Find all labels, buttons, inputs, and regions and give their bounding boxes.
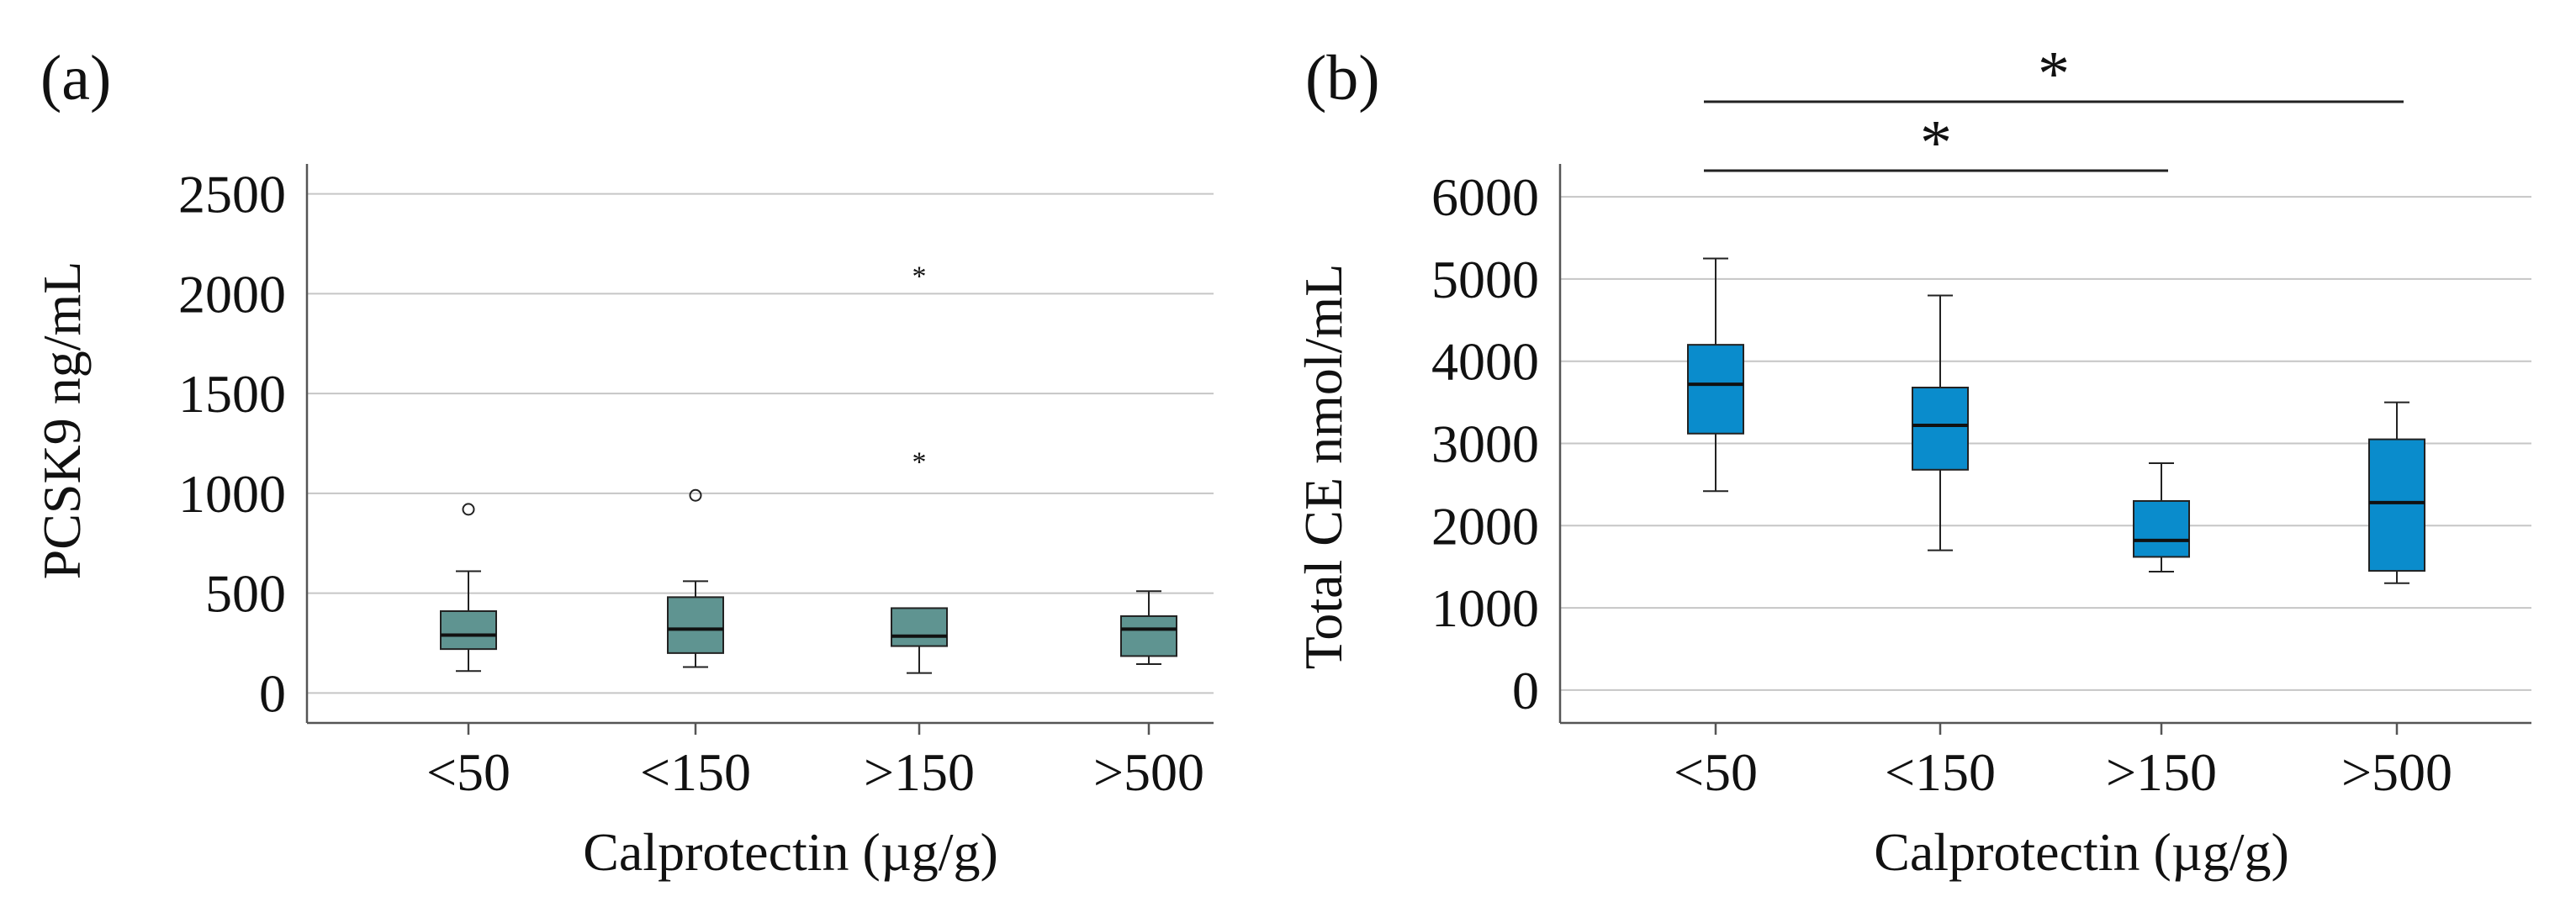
box-body [1912, 387, 1969, 471]
y-tick-label: 4000 [1431, 332, 1539, 392]
box-body [891, 607, 948, 647]
box-body [1120, 615, 1177, 657]
box-<150 [1912, 294, 1969, 551]
outlier-circle [462, 503, 475, 516]
y-tick-label: 1000 [178, 464, 286, 524]
x-tick-label: <150 [640, 742, 751, 802]
panel-a: (a) 0 500 1000 1500 2000 2500 <50 <150 >150 >500 *… [32, 43, 1214, 882]
box-body [1687, 344, 1744, 435]
box-<50 [440, 570, 497, 673]
y-tick-label: 500 [205, 564, 286, 624]
plot-b: 0 1000 2000 3000 4000 5000 6000 <50 <150 >150 >500… [1431, 39, 2531, 802]
significance-label: * [1920, 108, 1952, 178]
box-body [440, 610, 497, 651]
x-tick-label: >500 [1093, 742, 1204, 802]
x-tick-label: >150 [864, 742, 975, 802]
y-tick-label: 2000 [178, 264, 286, 324]
box-body [2368, 438, 2425, 572]
y-axis-title-a: PCSK9 ng/mL [32, 261, 92, 580]
x-tick-label: <150 [1885, 742, 1996, 802]
x-axis-title-b: Calprotectin (µg/g) [1874, 822, 2289, 882]
x-tick-label: >500 [2341, 742, 2452, 802]
x-axis-title-a: Calprotectin (µg/g) [583, 822, 998, 882]
box-body [2133, 499, 2190, 558]
x-tick-label: <50 [426, 742, 510, 802]
y-tick-label: 6000 [1431, 167, 1539, 227]
y-tick-label: 3000 [1431, 414, 1539, 474]
y-tick-label: 0 [259, 663, 286, 723]
box-<50 [1687, 257, 1744, 493]
box-<150 [667, 580, 724, 668]
y-tick-label: 2000 [1431, 496, 1539, 556]
plot-a: 0 500 1000 1500 2000 2500 <50 <150 >150 >500 * * [178, 164, 1214, 802]
significance-label: * [2038, 39, 2070, 109]
box->500 [1120, 590, 1177, 665]
outlier-star: * [912, 447, 927, 478]
y-axis-title-b: Total CE nmol/mL [1293, 264, 1353, 670]
y-tick-label: 1000 [1431, 578, 1539, 638]
x-tick-label: <50 [1674, 742, 1758, 802]
panel-label-a: (a) [40, 43, 111, 113]
box->150 [2133, 462, 2190, 573]
panel-label-b: (b) [1305, 43, 1380, 113]
y-tick-label: 5000 [1431, 250, 1539, 309]
y-tick-label: 2500 [178, 165, 286, 224]
box-body [667, 596, 724, 654]
y-tick-label: 0 [1512, 661, 1539, 720]
panel-b: (b) 0 1000 2000 3000 4000 5000 6000 <50 <150 >150… [1293, 39, 2531, 882]
box->150 [891, 607, 948, 674]
y-tick-label: 1500 [178, 364, 286, 424]
outlier-circle [689, 488, 702, 502]
box->500 [2368, 401, 2425, 584]
outlier-star: * [912, 261, 927, 293]
x-tick-label: >150 [2106, 742, 2217, 802]
